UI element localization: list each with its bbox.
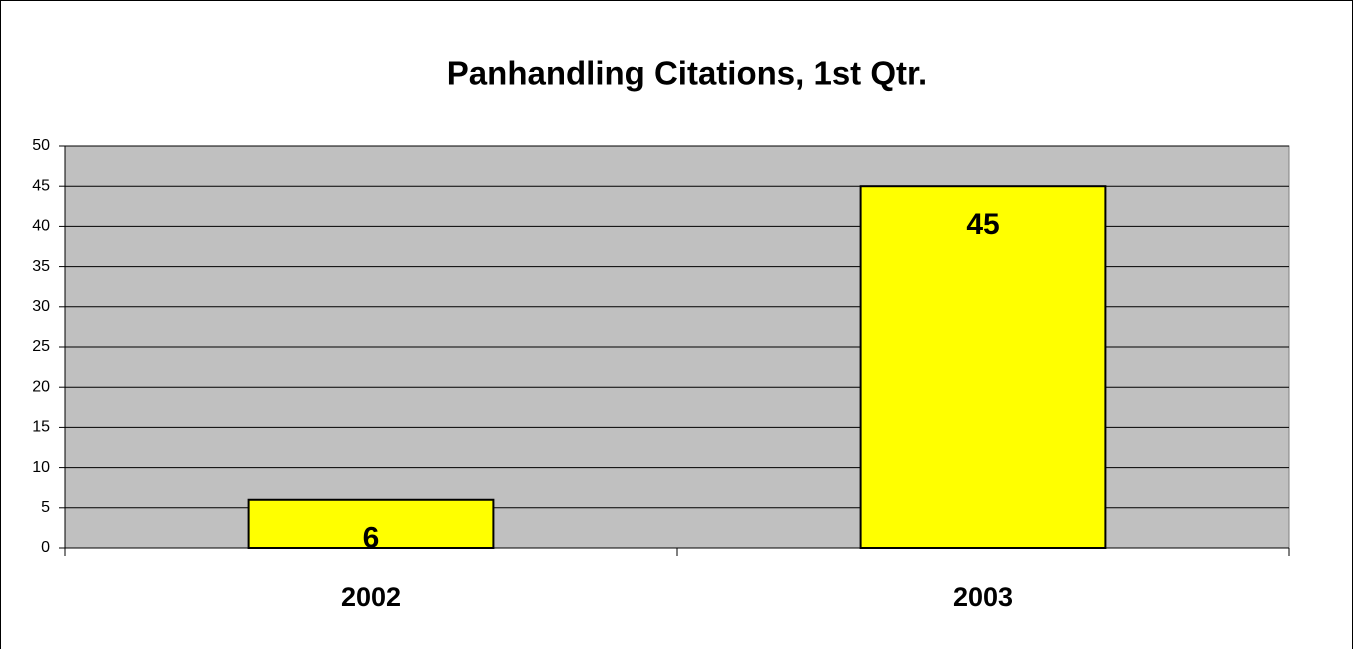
y-tick-label: 25 <box>32 338 50 355</box>
y-tick-label: 50 <box>32 137 50 154</box>
y-tick-label: 40 <box>32 218 50 235</box>
y-tick-label: 20 <box>32 378 50 395</box>
y-tick-label: 10 <box>32 459 50 476</box>
x-tick-label: 2003 <box>953 582 1013 612</box>
x-tick-label: 2002 <box>341 582 401 612</box>
bar <box>247 498 495 550</box>
y-tick-label: 15 <box>32 419 50 436</box>
data-label: 45 <box>966 208 999 241</box>
data-label: 6 <box>363 522 380 555</box>
chart-title: Panhandling Citations, 1st Qtr. <box>447 55 927 92</box>
y-tick-label: 45 <box>32 177 50 194</box>
y-tick-label: 0 <box>41 539 50 556</box>
y-tick-label: 35 <box>32 258 50 275</box>
y-tick-label: 5 <box>41 499 50 516</box>
y-tick-label: 30 <box>32 298 50 315</box>
bar <box>859 185 1107 549</box>
